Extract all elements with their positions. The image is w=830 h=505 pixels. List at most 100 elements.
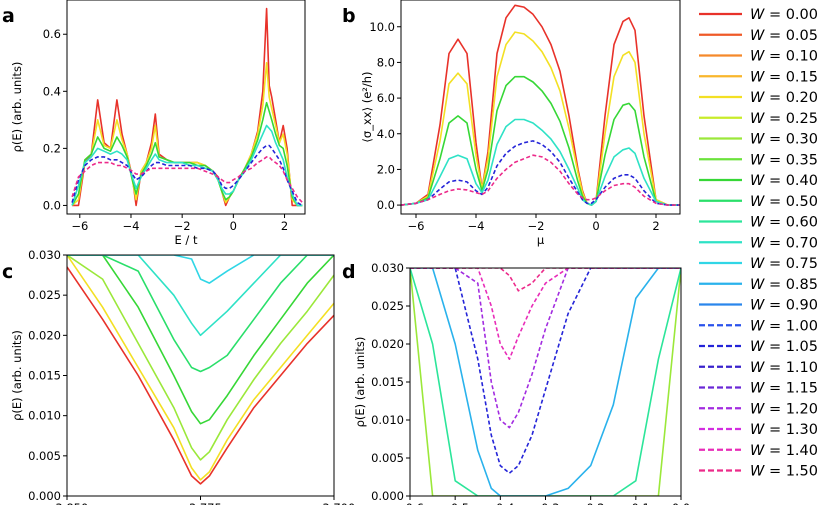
legend-label: W = 0.60 <box>750 215 818 231</box>
legend-label-value: = 0.50 <box>764 194 818 210</box>
panel-c-series-line <box>67 255 334 373</box>
legend-label-value: = 1.05 <box>764 339 818 355</box>
panel-c-xtick-label: −3.775 <box>179 501 222 505</box>
legend-label-value: = 0.30 <box>764 132 818 148</box>
panel-a-series-line <box>71 156 303 204</box>
panel-c-series-line <box>67 255 334 481</box>
legend-label: W = 1.00 <box>750 318 818 334</box>
legend-label: W = 1.20 <box>750 401 818 417</box>
panel-c-ytick-label: 0.010 <box>28 409 61 423</box>
panel-c-series-line <box>67 266 334 485</box>
panel-b-xlabel: μ <box>537 233 545 247</box>
legend-label-value: = 0.10 <box>764 49 818 65</box>
legend-label-value: = 1.15 <box>764 381 818 397</box>
legend-label-variable: W <box>750 277 765 293</box>
panel-a-ytick-label: 0.2 <box>43 141 61 155</box>
legend: W = 0.00W = 0.05W = 0.10W = 0.15W = 0.20… <box>699 7 818 480</box>
legend-label-variable: W <box>750 381 765 397</box>
panel-a-xtick-label: −4 <box>123 219 140 233</box>
panel-a-series <box>71 7 303 207</box>
panel-c-ytick-label: 0.000 <box>28 489 61 503</box>
panel-a-frame <box>66 0 306 215</box>
panel-b-frame <box>400 0 681 215</box>
legend-label-value: = 0.00 <box>764 7 818 23</box>
legend-label-variable: W <box>750 28 765 44</box>
legend-label-variable: W <box>750 69 765 85</box>
legend-label-value: = 0.70 <box>764 235 818 251</box>
legend-label-variable: W <box>750 235 765 251</box>
panel-c-ytick-label: 0.030 <box>28 248 61 262</box>
legend-label: W = 0.40 <box>750 173 818 189</box>
legend-label: W = 0.15 <box>750 69 818 85</box>
legend-label-value: = 1.30 <box>764 422 818 438</box>
panel-d-ytick-label: 0.025 <box>371 299 404 313</box>
legend-label-value: = 1.00 <box>764 318 818 334</box>
panel-d-ytick-label: 0.015 <box>371 375 404 389</box>
legend-label: W = 1.15 <box>750 381 818 397</box>
legend-label-value: = 0.60 <box>764 215 818 231</box>
panel-d-series-line <box>410 268 681 474</box>
legend-label: W = 1.40 <box>750 443 818 459</box>
panel-d-series-line <box>410 268 681 292</box>
legend-label-variable: W <box>750 401 765 417</box>
panel-b-ytick-label: 8.0 <box>377 55 395 69</box>
panel-c-xtick-label: −3.700 <box>313 501 356 505</box>
legend-label-value: = 0.85 <box>764 277 818 293</box>
legend-label-variable: W <box>750 90 765 106</box>
legend-label-value: = 0.05 <box>764 28 818 44</box>
panel-b-xtick-label: −2 <box>528 219 545 233</box>
panel-a-ylabel: ρ(E) (arb. units) <box>10 62 24 153</box>
legend-label-variable: W <box>750 49 765 65</box>
panel-d-xtick-label: −0.2 <box>577 501 605 505</box>
panel-d-ytick-label: 0.010 <box>371 413 404 427</box>
legend-label: W = 0.85 <box>750 277 818 293</box>
panel-d-series-line <box>410 268 681 429</box>
panel-d-letter: d <box>342 261 356 283</box>
legend-label-variable: W <box>750 339 765 355</box>
legend-label-variable: W <box>750 464 765 480</box>
legend-label: W = 1.30 <box>750 422 818 438</box>
legend-label-variable: W <box>750 152 765 168</box>
panel-d-series-line <box>410 268 681 496</box>
legend-label: W = 1.50 <box>750 464 818 480</box>
panel-d-xtick-label: −0.1 <box>622 501 650 505</box>
legend-label: W = 0.20 <box>750 90 818 106</box>
panel-b-series-line <box>401 4 680 206</box>
legend-label: W = 0.05 <box>750 28 818 44</box>
panel-b-xtick-label: 2 <box>652 219 659 233</box>
panel-a-xlabel: E / t <box>175 233 198 247</box>
legend-label-value: = 0.15 <box>764 69 818 85</box>
panel-d-series-line <box>410 268 681 496</box>
panel-b-ytick-label: 10.0 <box>369 20 395 34</box>
legend-label: W = 0.70 <box>750 235 818 251</box>
legend-label-variable: W <box>750 298 765 314</box>
panel-b-ylabel: ⟨σ_xx⟩ (e²/h) <box>360 71 374 142</box>
legend-label: W = 0.90 <box>750 298 818 314</box>
legend-label-value: = 0.90 <box>764 298 818 314</box>
panel-d-xtick-label: −0.4 <box>486 501 514 505</box>
panel-c-series-line <box>67 255 334 425</box>
panel-d-series-line <box>410 268 681 360</box>
legend-label: W = 1.10 <box>750 360 818 376</box>
panel-b-ytick-label: 0.0 <box>377 198 395 212</box>
panel-c-ytick-label: 0.015 <box>28 369 61 383</box>
panel-a-series-line <box>71 62 303 207</box>
legend-label: W = 0.75 <box>750 256 818 272</box>
panel-c-ytick-label: 0.005 <box>28 449 61 463</box>
legend-label: W = 0.50 <box>750 194 818 210</box>
panel-a-series-line <box>71 144 303 207</box>
panel-d-ytick-label: 0.005 <box>371 451 404 465</box>
curves-layer <box>67 4 681 496</box>
panel-c-series-line <box>67 255 334 284</box>
panel-d-xtick-label: −0.6 <box>396 501 424 505</box>
panel-b-xtick-label: 0 <box>592 219 599 233</box>
legend-label: W = 0.30 <box>750 132 818 148</box>
legend-label-variable: W <box>750 318 765 334</box>
legend-label-variable: W <box>750 7 765 23</box>
panel-a-series-line <box>71 124 303 207</box>
panel-d-xtick-label: −0.3 <box>532 501 560 505</box>
panel-c-letter: c <box>2 261 13 283</box>
panel-b-xtick-label: −4 <box>468 219 485 233</box>
panel-a-series-line <box>71 101 303 207</box>
legend-label-value: = 0.40 <box>764 173 818 189</box>
